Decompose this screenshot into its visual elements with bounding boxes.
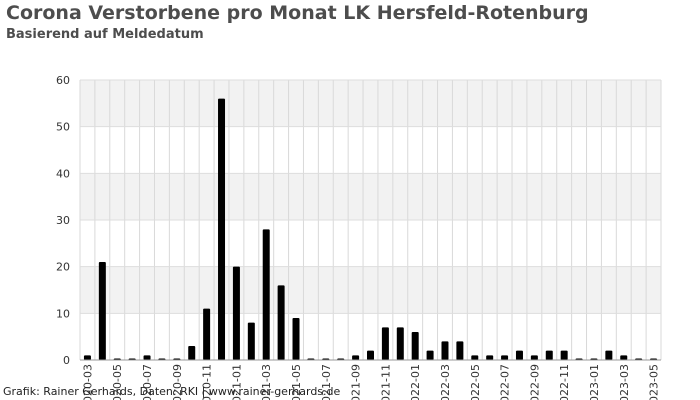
credit-text: Grafik: Rainer Gerhards, Daten: RKI | ww… <box>3 385 341 398</box>
x-tick-label: 2020-07 <box>141 364 154 400</box>
y-tick-label: 30 <box>56 214 70 227</box>
bar <box>471 355 479 360</box>
bar <box>292 318 300 360</box>
bar <box>188 346 196 360</box>
y-tick-label: 40 <box>56 167 70 180</box>
y-tick-label: 20 <box>56 261 70 274</box>
grid-band <box>80 126 661 174</box>
x-tick-label: 2021-09 <box>350 364 363 400</box>
bar <box>367 350 374 360</box>
bar <box>98 262 106 360</box>
bar <box>396 327 404 360</box>
grid-band <box>80 220 661 267</box>
x-tick-label: 2023-01 <box>588 364 601 400</box>
x-tick-label: 2022-09 <box>528 364 541 400</box>
x-tick-label: 2021-07 <box>320 364 333 400</box>
bar <box>143 355 151 360</box>
bar <box>560 350 568 360</box>
bar <box>262 229 270 360</box>
x-tick-label: 2022-03 <box>439 364 452 400</box>
x-tick-label: 2020-11 <box>201 364 214 400</box>
bar <box>352 355 360 360</box>
x-tick-label: 2023-05 <box>648 364 661 400</box>
bar <box>545 350 553 360</box>
chart-subtitle: Basierend auf Meldedatum <box>6 27 204 42</box>
x-tick-label: 2021-05 <box>290 364 303 400</box>
y-axis-tick-labels: 0 10 20 30 40 50 60 <box>56 74 70 367</box>
grid-band <box>80 80 661 127</box>
y-tick-label: 10 <box>56 307 70 320</box>
bar <box>456 341 464 360</box>
bar <box>605 350 613 360</box>
y-tick-label: 50 <box>56 121 70 134</box>
chart-title: Corona Verstorbene pro Monat LK Hersfeld… <box>6 2 589 24</box>
x-tick-label: 2020-05 <box>111 364 124 400</box>
y-tick-label: 0 <box>63 354 70 367</box>
bar <box>501 355 509 360</box>
x-tick-label: 2021-11 <box>379 364 392 400</box>
bar <box>381 327 389 360</box>
bar <box>203 308 211 360</box>
x-tick-label: 2020-09 <box>171 364 184 400</box>
bar <box>426 350 434 360</box>
x-tick-label: 2021-03 <box>260 364 273 400</box>
bar <box>277 285 285 360</box>
x-tick-label: 2021-01 <box>230 364 243 400</box>
x-tick-label: 2022-07 <box>499 364 512 400</box>
x-tick-label: 2020-03 <box>81 364 94 400</box>
grid-band <box>80 266 661 314</box>
x-tick-label: 2022-05 <box>469 364 482 400</box>
y-tick-label: 60 <box>56 74 70 87</box>
bar <box>530 355 538 360</box>
bars <box>83 98 658 361</box>
x-axis-tick-labels: 2020-03 2020-05 2020-07 2020-09 2020-11 2021-… <box>81 364 660 400</box>
x-tick-label: 2022-11 <box>558 364 571 400</box>
bar <box>441 341 449 360</box>
bar <box>218 98 226 361</box>
bar <box>411 332 419 360</box>
bar <box>247 322 255 360</box>
grid-band <box>80 173 661 220</box>
x-tick-label: 2023-03 <box>618 364 631 400</box>
x-tick-label: 2022-01 <box>409 364 422 400</box>
bar <box>486 355 494 360</box>
bar <box>620 355 628 360</box>
bar <box>232 266 240 360</box>
bar <box>83 355 91 360</box>
bar <box>515 350 523 360</box>
